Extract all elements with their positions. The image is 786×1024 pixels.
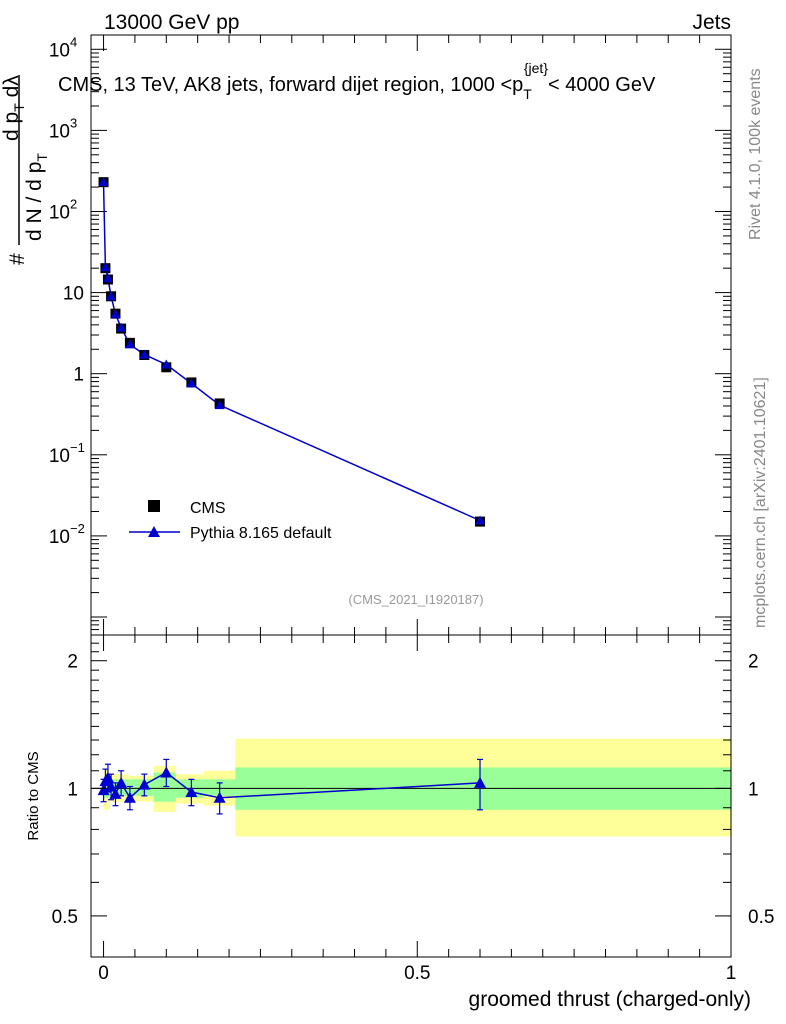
ratio-y-tick-label-left: 2: [67, 652, 78, 673]
ratio-point: [185, 786, 198, 798]
svg-text:CMS, 13 TeV, AK8 jets, forward: CMS, 13 TeV, AK8 jets, forward dijet reg…: [58, 60, 656, 102]
x-tick-label: 0.5: [404, 963, 430, 984]
y-tick-base: 10: [49, 40, 70, 61]
pythia-point: [100, 262, 111, 272]
y-tick-exponent: 3: [70, 115, 77, 130]
y-tick-exponent: −1: [70, 440, 85, 455]
legend: CMS Pythia 8.165 default: [129, 500, 332, 542]
y-tick-exponent: 4: [70, 34, 77, 49]
pythia-point: [116, 322, 127, 332]
svg-text:1: 1: [0, 205, 3, 217]
pythia-point: [139, 349, 150, 359]
ylabel-hash: #: [6, 253, 29, 265]
y-tick-label: 10: [49, 527, 70, 548]
svg-text:d N / d pT: d N / d pT: [23, 153, 50, 241]
main-plot-frame: [90, 34, 732, 636]
pythia-point: [98, 177, 109, 187]
pythia-point: [110, 309, 121, 319]
ylabel-den-sub: T: [34, 153, 50, 162]
ylabel-den: d N / d p: [23, 162, 46, 241]
ylabel-den2: d p: [0, 112, 23, 141]
x-tick-label: 1: [726, 963, 737, 984]
y-tick-label: 10: [49, 121, 70, 142]
y-tick-exponent: 2: [70, 196, 77, 211]
y-tick-label: 10: [63, 284, 84, 305]
pythia-point: [475, 515, 486, 525]
ratio-y-tick-label-right: 0.5: [748, 907, 774, 928]
header-left: 13000 GeV pp: [104, 11, 239, 34]
ratio-plot-frame: [90, 634, 732, 958]
main-title: CMS, 13 TeV, AK8 jets, forward dijet reg…: [58, 60, 656, 102]
ratio-series: [97, 758, 487, 815]
mcplots-label: mcplots.cern.ch [arXiv:2401.10621]: [752, 377, 769, 628]
xlabel: groomed thrust (charged-only): [469, 988, 751, 1011]
legend-pythia-marker: [148, 526, 160, 537]
ratio-point: [474, 776, 487, 788]
pythia-point: [106, 291, 117, 301]
ratio-panel: 0.5 0.5 1 1 2 2 0 0.5 1 Ratio to CMS groomed thr…: [25, 634, 775, 1011]
pythia-point: [124, 339, 135, 349]
legend-cms-label: CMS: [190, 500, 226, 517]
ylabel-one: 1: [0, 205, 3, 217]
ratio-point: [160, 766, 173, 778]
header-right: Jets: [692, 11, 731, 34]
legend-cms-marker: [148, 500, 160, 512]
title-sub: T: [523, 86, 532, 102]
main-axis-ticks: [91, 35, 732, 636]
title-main: CMS, 13 TeV, AK8 jets, forward dijet reg…: [58, 74, 523, 96]
ratio-y-tick-label-left: 0.5: [52, 907, 78, 928]
ratio-point: [123, 791, 136, 803]
pythia-point: [161, 359, 172, 369]
ratio-tick-labels: 0.5 0.5 1 1 2 2 0 0.5 1: [52, 652, 775, 984]
y-tick-exponent: −2: [70, 521, 85, 536]
main-series: [98, 177, 486, 527]
y-tick-base: 10: [63, 284, 84, 305]
y-tick-label: 10: [49, 202, 70, 223]
ratio-point: [115, 776, 128, 788]
watermark: (CMS_2021_I1920187): [348, 592, 483, 607]
ratio-bands: [103, 738, 731, 837]
legend-pythia-label: Pythia 8.165 default: [190, 525, 332, 542]
y-tick-label: 10: [49, 40, 70, 61]
y-tick-label: 1: [73, 365, 84, 386]
ratio-axis-ticks: [91, 634, 732, 958]
ratio-point: [105, 780, 118, 792]
y-tick-base: 10: [49, 446, 70, 467]
y-tick-label: 10: [49, 446, 70, 467]
y-tick-base: 10: [49, 202, 70, 223]
pythia-point: [214, 400, 225, 410]
ylabel-den2-sub: T: [11, 103, 27, 112]
pythia-line: [102, 182, 481, 522]
title-tail: < 4000 GeV: [548, 74, 656, 96]
pythia-point: [102, 273, 113, 283]
main-ylabel: # 1 d N / d pT # d pT dλ d2N: [0, 75, 50, 265]
pythia-point: [186, 378, 197, 388]
svg-text:d pT dλ: d pT dλ: [0, 75, 27, 141]
ratio-y-tick-label-left: 1: [67, 779, 78, 800]
ratio-y-tick-label-right: 1: [748, 779, 759, 800]
y-tick-base: 10: [49, 527, 70, 548]
title-sup: {jet}: [524, 60, 548, 76]
ratio-ylabel: Ratio to CMS: [25, 751, 42, 840]
ylabel-den2-tail: dλ: [0, 75, 23, 104]
ratio-point: [213, 791, 226, 803]
ratio-point: [138, 778, 151, 790]
rivet-label: Rivet 4.1.0, 100k events: [747, 68, 764, 240]
svg-text:#: #: [6, 253, 29, 265]
x-tick-label: 0: [98, 963, 109, 984]
y-tick-base: 1: [73, 365, 84, 386]
ratio-y-tick-label-right: 2: [748, 652, 759, 673]
y-tick-base: 10: [49, 121, 70, 142]
